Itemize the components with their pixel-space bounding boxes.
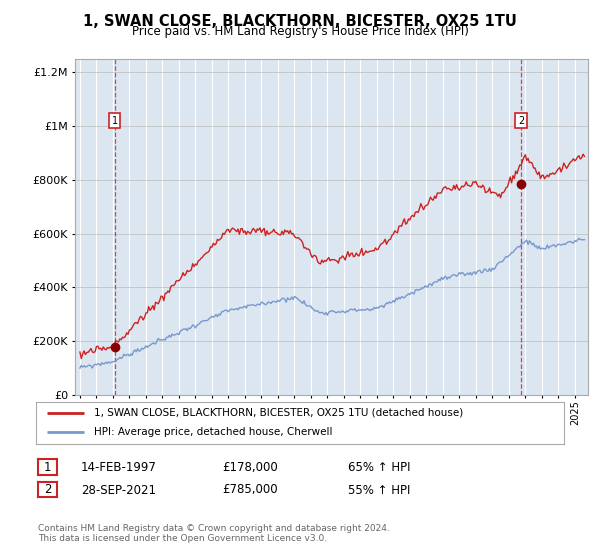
Text: 1: 1 [44,460,51,474]
Text: £785,000: £785,000 [222,483,278,497]
Text: 1: 1 [112,115,118,125]
Text: 55% ↑ HPI: 55% ↑ HPI [348,483,410,497]
Text: Price paid vs. HM Land Registry's House Price Index (HPI): Price paid vs. HM Land Registry's House … [131,25,469,38]
Text: 65% ↑ HPI: 65% ↑ HPI [348,461,410,474]
Text: 2: 2 [44,483,51,496]
Text: 28-SEP-2021: 28-SEP-2021 [81,483,156,497]
Text: 2: 2 [518,115,524,125]
Text: 1, SWAN CLOSE, BLACKTHORN, BICESTER, OX25 1TU: 1, SWAN CLOSE, BLACKTHORN, BICESTER, OX2… [83,14,517,29]
Text: £178,000: £178,000 [222,461,278,474]
Text: 14-FEB-1997: 14-FEB-1997 [81,461,157,474]
Text: Contains HM Land Registry data © Crown copyright and database right 2024.
This d: Contains HM Land Registry data © Crown c… [38,524,389,543]
Text: HPI: Average price, detached house, Cherwell: HPI: Average price, detached house, Cher… [94,427,332,437]
Text: 1, SWAN CLOSE, BLACKTHORN, BICESTER, OX25 1TU (detached house): 1, SWAN CLOSE, BLACKTHORN, BICESTER, OX2… [94,408,463,418]
